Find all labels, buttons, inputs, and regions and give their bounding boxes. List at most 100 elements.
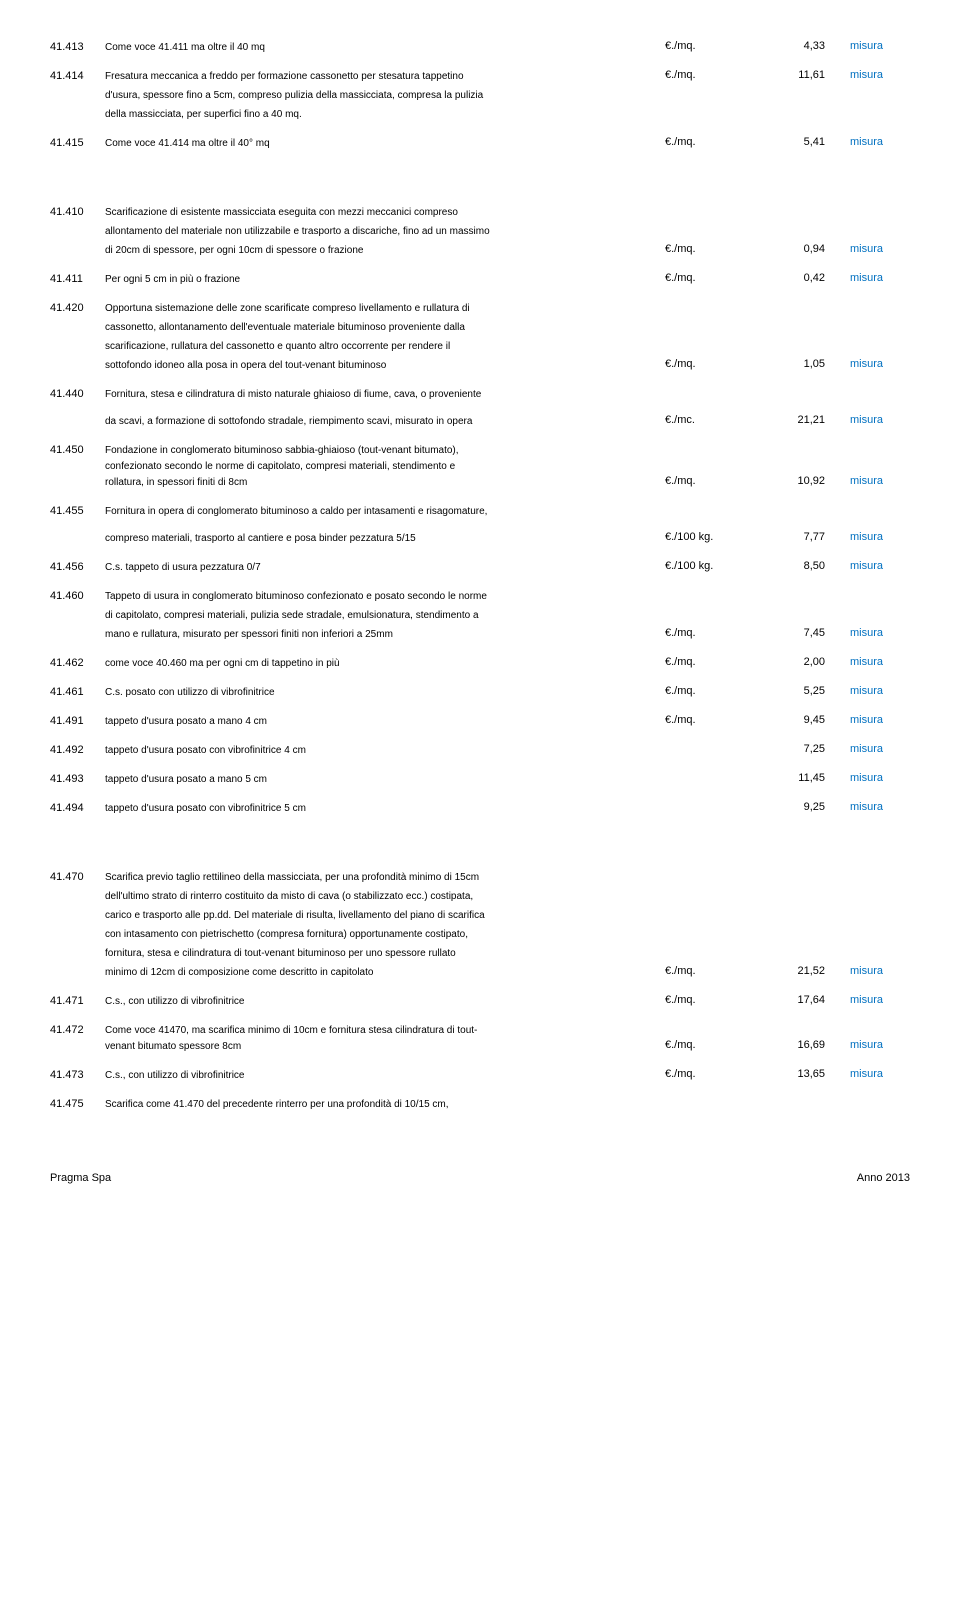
item-code [50, 965, 105, 966]
item-unit: €./mq. [665, 272, 755, 284]
item-price: 7,45 [755, 627, 850, 639]
item-code: 41.492 [50, 743, 105, 756]
item-price: 21,21 [755, 414, 850, 426]
item-description: Come voce 41.414 ma oltre il 40° mq [105, 136, 665, 151]
item-code: 41.410 [50, 205, 105, 218]
item-description: compreso materiali, trasporto al cantier… [105, 531, 665, 546]
item-code [50, 414, 105, 415]
item-price: 5,25 [755, 685, 850, 697]
item-measure: misura [850, 414, 910, 426]
item-measure: misura [850, 531, 910, 543]
item-description: mano e rullatura, misurato per spessori … [105, 627, 665, 642]
item-description: della massicciata, per superfici fino a … [105, 107, 665, 122]
item-description: Fornitura in opera di conglomerato bitum… [105, 504, 665, 519]
item-unit: €./mq. [665, 69, 755, 81]
item-code: 41.462 [50, 656, 105, 669]
item-price: 9,45 [755, 714, 850, 726]
item-price: 10,92 [755, 475, 850, 487]
item-code: 41.470 [50, 870, 105, 883]
item-code [50, 88, 105, 89]
item-price: 21,52 [755, 965, 850, 977]
item-description: minimo di 12cm di composizione come desc… [105, 965, 665, 980]
item-measure: misura [850, 1039, 910, 1051]
item-price: 0,94 [755, 243, 850, 255]
item-code [50, 927, 105, 928]
item-code: 41.456 [50, 560, 105, 573]
item-description: Come voce 41470, ma scarifica minimo di … [105, 1023, 665, 1038]
item-code [50, 946, 105, 947]
footer-left: Pragma Spa [50, 1172, 111, 1184]
item-measure: misura [850, 994, 910, 1006]
item-unit: €./mq. [665, 965, 755, 977]
item-unit: €./mq. [665, 1039, 755, 1051]
item-description: tappeto d'usura posato a mano 5 cm [105, 772, 665, 787]
item-description: Tappeto di usura in conglomerato bitumin… [105, 589, 665, 604]
item-code [50, 889, 105, 890]
item-code [50, 358, 105, 359]
item-unit: €./mq. [665, 475, 755, 487]
item-measure: misura [850, 40, 910, 52]
item-code: 41.494 [50, 801, 105, 814]
item-price: 17,64 [755, 994, 850, 1006]
footer-right: Anno 2013 [857, 1172, 910, 1184]
item-measure: misura [850, 714, 910, 726]
item-code: 41.471 [50, 994, 105, 1007]
item-measure: misura [850, 627, 910, 639]
item-price: 7,77 [755, 531, 850, 543]
item-description: venant bitumato spessore 8cm [105, 1039, 665, 1054]
item-description: come voce 40.460 ma per ogni cm di tappe… [105, 656, 665, 671]
item-unit: €./mq. [665, 1068, 755, 1080]
item-code [50, 1039, 105, 1040]
item-description: Per ogni 5 cm in più o frazione [105, 272, 665, 287]
item-unit: €./mq. [665, 358, 755, 370]
item-description: Fondazione in conglomerato bituminoso sa… [105, 443, 665, 458]
item-price: 1,05 [755, 358, 850, 370]
item-measure: misura [850, 358, 910, 370]
item-code [50, 908, 105, 909]
item-description: scarificazione, rullatura del cassonetto… [105, 339, 665, 354]
item-measure: misura [850, 656, 910, 668]
item-price: 2,00 [755, 656, 850, 668]
item-price: 16,69 [755, 1039, 850, 1051]
item-description: Scarificazione di esistente massicciata … [105, 205, 665, 220]
item-measure: misura [850, 965, 910, 977]
item-description: C.s., con utilizzo di vibrofinitrice [105, 994, 665, 1009]
item-code: 41.460 [50, 589, 105, 602]
item-code: 41.475 [50, 1097, 105, 1110]
item-description: con intasamento con pietrischetto (compr… [105, 927, 665, 942]
item-measure: misura [850, 801, 910, 813]
item-measure: misura [850, 272, 910, 284]
item-description: rollatura, in spessori finiti di 8cm [105, 475, 665, 490]
item-description: tappeto d'usura posato con vibrofinitric… [105, 743, 665, 758]
item-price: 4,33 [755, 40, 850, 52]
item-code [50, 107, 105, 108]
item-code [50, 243, 105, 244]
item-code: 41.455 [50, 504, 105, 517]
item-code [50, 320, 105, 321]
item-description: carico e trasporto alle pp.dd. Del mater… [105, 908, 665, 923]
item-unit: €./100 kg. [665, 531, 755, 543]
item-measure: misura [850, 772, 910, 784]
item-code [50, 627, 105, 628]
item-description: tappeto d'usura posato a mano 4 cm [105, 714, 665, 729]
item-unit: €./mq. [665, 627, 755, 639]
item-description: da scavi, a formazione di sottofondo str… [105, 414, 665, 429]
item-description: C.s. tappeto di usura pezzatura 0/7 [105, 560, 665, 575]
item-price: 5,41 [755, 136, 850, 148]
item-description: Scarifica come 41.470 del precedente rin… [105, 1097, 665, 1112]
item-measure: misura [850, 136, 910, 148]
item-price: 11,61 [755, 69, 850, 81]
item-unit: €./mq. [665, 40, 755, 52]
item-price: 7,25 [755, 743, 850, 755]
item-price: 0,42 [755, 272, 850, 284]
item-code: 41.473 [50, 1068, 105, 1081]
item-description: d'usura, spessore fino a 5cm, compreso p… [105, 88, 665, 103]
item-code [50, 224, 105, 225]
item-description: Fornitura, stesa e cilindratura di misto… [105, 387, 665, 402]
item-description: Come voce 41.411 ma oltre il 40 mq [105, 40, 665, 55]
item-measure: misura [850, 743, 910, 755]
item-measure: misura [850, 685, 910, 697]
item-unit: €./mq. [665, 136, 755, 148]
item-measure: misura [850, 69, 910, 81]
item-unit: €./mq. [665, 243, 755, 255]
